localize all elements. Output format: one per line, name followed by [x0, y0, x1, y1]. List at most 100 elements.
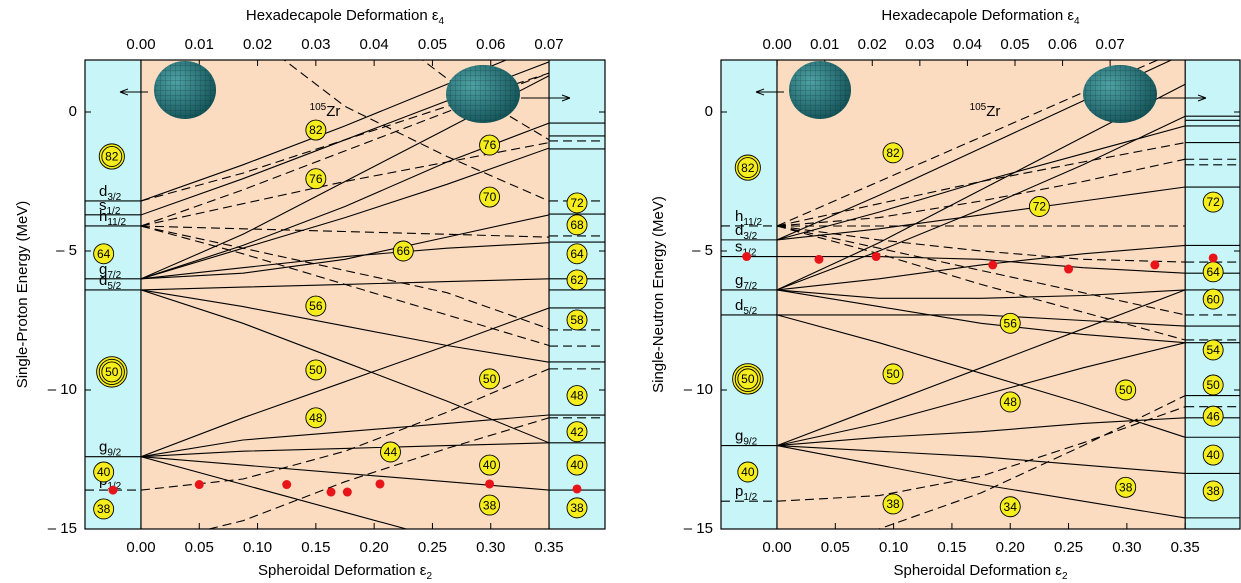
gap-label: 76: [309, 172, 323, 186]
x2-tick-label: 0.04: [360, 36, 389, 53]
gap-label: 38: [483, 498, 497, 512]
orbital-j: 1/2: [743, 492, 757, 503]
page: {"chart_data": [ {"type": "line", "top_x…: [0, 0, 1241, 583]
x-axis-title: Spheroidal Deformation ε2: [893, 562, 1067, 582]
x2-tick-label: 0.00: [126, 36, 155, 53]
orbital: d: [99, 272, 107, 289]
level-point: [1064, 265, 1073, 274]
gap-label: 40: [741, 465, 755, 479]
level-point: [485, 479, 494, 488]
gap-label: 50: [483, 372, 497, 386]
gap-label: 64: [570, 247, 584, 261]
mass-number: 105: [970, 102, 987, 113]
gap-label: 72: [1033, 200, 1047, 214]
gap-label: 56: [309, 299, 323, 313]
orbital-j: 3/2: [743, 231, 757, 242]
x2-tick-label: 0.00: [763, 36, 792, 53]
x2-tick-label: 0.03: [301, 36, 330, 53]
x-tick-label: 0.05: [821, 539, 850, 556]
x-tick-label: 0.10: [879, 539, 908, 556]
gap-label: 54: [1206, 343, 1220, 357]
x2-tick-label: 0.06: [476, 36, 505, 53]
x-tick-label: 0.10: [243, 539, 272, 556]
x-tick-label: 0.35: [534, 539, 563, 556]
spherical-panel: [721, 60, 777, 529]
gap-label: 40: [483, 458, 497, 472]
level-point: [375, 479, 384, 488]
gap-label: 56: [1004, 316, 1018, 330]
orbital-j: 7/2: [107, 269, 121, 280]
nucleus-mesh: [789, 61, 851, 119]
title-text: Hexadecapole Deformation ε: [246, 7, 439, 24]
title-text: Spheroidal Deformation ε: [258, 562, 427, 579]
y-tick-label: 0: [69, 103, 77, 120]
y-tick-label: – 5: [692, 242, 713, 259]
title-sub: 2: [1062, 571, 1068, 582]
gap-label: 68: [570, 218, 584, 232]
level-point: [814, 255, 823, 264]
x-tick-label: 0.35: [1171, 539, 1200, 556]
gap-label: 38: [1119, 480, 1133, 494]
level-point: [327, 488, 336, 497]
gap-label: 72: [570, 196, 584, 210]
level-point: [872, 252, 881, 261]
gap-label: 50: [309, 363, 323, 377]
orbital: d: [735, 222, 743, 239]
orbital: g: [99, 439, 107, 456]
x-tick-label: 0.15: [937, 539, 966, 556]
y-tick-label: – 10: [48, 381, 77, 398]
orbital-j: 9/2: [743, 436, 757, 447]
x-tick-label: 0.25: [1054, 539, 1083, 556]
x2-tick-label: 0.01: [185, 36, 214, 53]
figure: d3/2s1/2h11/2g7/2d5/2g9/2p1/282645040388…: [0, 0, 1241, 583]
gap-label: 38: [886, 497, 900, 511]
orbital-j: 3/2: [107, 192, 121, 203]
level-point: [282, 480, 291, 489]
level-point: [573, 484, 582, 493]
level-point: [742, 252, 751, 261]
x-tick-label: 0.00: [762, 539, 791, 556]
gap-label: 50: [886, 367, 900, 381]
x2-tick-label: 0.06: [1048, 36, 1077, 53]
x-tick-label: 0.30: [1112, 539, 1141, 556]
y-axis-title: Single-Proton Energy (MeV): [14, 201, 31, 389]
gap-label: 60: [1206, 292, 1220, 306]
orbital-j: 7/2: [743, 281, 757, 292]
gap-label: 82: [105, 150, 119, 164]
gap-label: 50: [105, 365, 119, 379]
gap-label: 82: [886, 146, 900, 160]
gap-label: 34: [1004, 500, 1018, 514]
gap-label: 82: [741, 161, 755, 175]
gap-label: 40: [570, 458, 584, 472]
x2-tick-label: 0.05: [1000, 36, 1029, 53]
gap-label: 48: [309, 411, 323, 425]
orbital: g: [735, 428, 743, 445]
level-point: [1209, 253, 1218, 262]
gap-label: 70: [483, 190, 497, 204]
level-point: [1150, 260, 1159, 269]
orbital: p: [735, 483, 743, 500]
title-text: Spheroidal Deformation ε: [893, 562, 1062, 579]
gap-label: 44: [384, 445, 398, 459]
nucleus-mesh: [154, 61, 216, 119]
gap-label: 38: [97, 502, 111, 516]
x-tick-label: 0.20: [360, 539, 389, 556]
orbital-j: 5/2: [743, 306, 757, 317]
x-tick-label: 0.00: [126, 539, 155, 556]
orbital: h: [99, 208, 107, 225]
gap-label: 38: [1206, 484, 1220, 498]
x2-tick-label: 0.03: [905, 36, 934, 53]
y-tick-label: – 5: [56, 242, 77, 259]
level-point: [108, 486, 117, 495]
gap-label: 72: [1206, 195, 1220, 209]
orbital: s: [735, 239, 743, 256]
nucleus-mesh: [1083, 65, 1157, 123]
x-axis-title: Spheroidal Deformation ε2: [258, 562, 432, 582]
orbital-j: 1/2: [107, 205, 121, 216]
y-tick-label: – 10: [684, 381, 713, 398]
y-axis-title: Single-Neutron Energy (MeV): [650, 196, 667, 393]
x-tick-label: 0.20: [996, 539, 1025, 556]
x2-tick-label: 0.07: [1096, 36, 1125, 53]
orbital: g: [735, 272, 743, 289]
mass-number: 105: [310, 102, 327, 113]
